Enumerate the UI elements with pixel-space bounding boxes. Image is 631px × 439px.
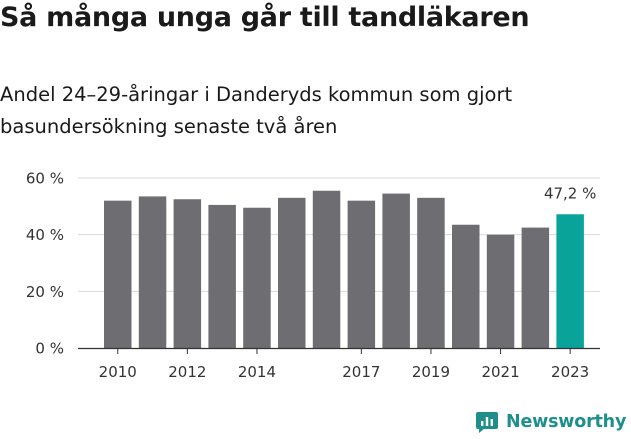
y-tick-label: 20 % <box>26 283 64 301</box>
brand-name: Newsworthy <box>506 412 627 432</box>
x-axis-ticks: 2010 2012 2014 2017 2019 2021 2023 <box>99 348 589 381</box>
y-tick-label: 0 % <box>35 340 64 358</box>
chart-subtitle: Andel 24–29-åringar i Danderyds kommun s… <box>0 83 513 138</box>
bar-highlight <box>556 214 584 348</box>
bar <box>173 199 202 348</box>
bar <box>521 227 550 348</box>
brand-logo: Newsworthy <box>475 408 626 436</box>
bar <box>347 200 376 348</box>
x-tick-label: 2019 <box>412 363 450 381</box>
bar <box>208 204 236 348</box>
data-label: 47,2 % <box>544 184 596 202</box>
x-tick-label: 2021 <box>481 363 519 381</box>
y-axis-ticks: 0 % 20 % 40 % 60 % <box>26 170 64 358</box>
data-labels: 47,2 % <box>544 184 596 202</box>
chart-title: Så många unga går till tandläkaren <box>0 2 530 33</box>
y-tick-label: 40 % <box>26 226 64 244</box>
bar <box>417 197 445 348</box>
y-tick-label: 60 % <box>26 170 64 188</box>
bar <box>243 207 271 348</box>
bar <box>382 193 410 348</box>
bar-chart: 0 % 20 % 40 % 60 % 2010 2012 2014 2017 2019 2021… <box>26 170 600 381</box>
bars <box>104 190 584 348</box>
bar <box>278 197 306 348</box>
bar <box>138 196 167 348</box>
bar <box>312 190 341 348</box>
bar <box>104 200 132 348</box>
x-tick-label: 2010 <box>99 363 137 381</box>
x-tick-label: 2012 <box>168 363 206 381</box>
x-tick-label: 2017 <box>342 363 380 381</box>
x-tick-label: 2023 <box>551 363 589 381</box>
newsworthy-logo-icon <box>476 412 498 433</box>
bar <box>486 234 515 348</box>
x-tick-label: 2014 <box>238 363 276 381</box>
bar <box>452 224 480 348</box>
